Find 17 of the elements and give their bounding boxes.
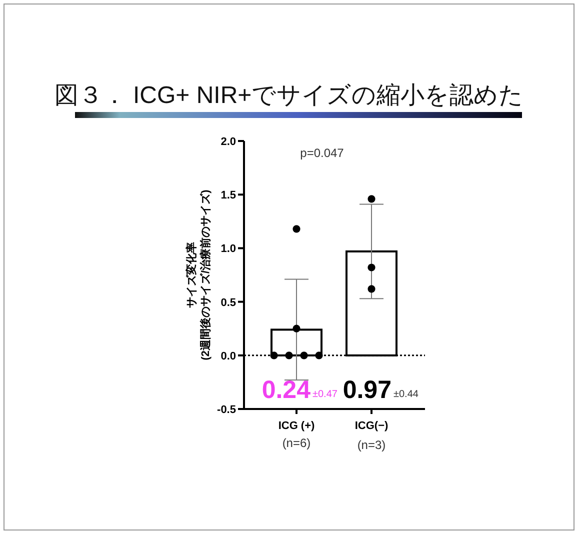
annotation: ±0.44 [394,389,419,400]
y-axis-title: サイズ変化率 (2週間後のサイズ/治療前のサイズ) [185,189,212,360]
y-tick-label: 1.5 [220,190,236,202]
text: (n=6) [282,436,311,450]
data-label: 0.97 [342,376,392,404]
y-tick-label: -0.5 [217,404,236,416]
y-tick-label: 2.0 [220,136,236,148]
x-tick-label: ICG (+) [278,420,316,432]
x-tick-label: ICG(−) [354,420,388,432]
annotation: p=0.047 [300,146,344,160]
data-label: 0.24 [262,376,311,404]
annotation: ±0.47 [312,389,338,400]
text: (n=3) [357,438,386,452]
y-tick-label: 0.5 [220,296,236,309]
chart-title: 図３． ICG+ NIR+でサイズの縮小を認めた [54,82,524,109]
y-tick-label: 0.0 [220,350,236,362]
y-tick-label: 1.0 [220,243,236,256]
